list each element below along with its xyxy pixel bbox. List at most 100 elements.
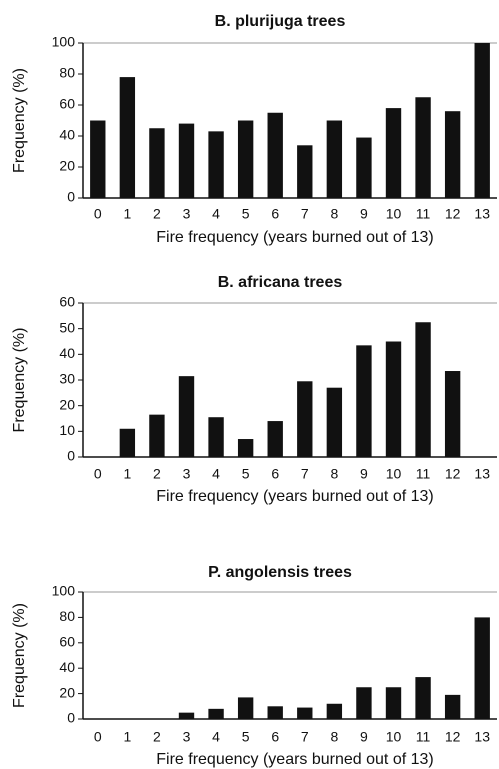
y-tick-label: 20 [59,684,75,700]
y-tick-label: 50 [59,319,75,335]
bar [415,322,431,457]
x-tick-label: 13 [474,466,490,482]
bar [237,120,254,198]
bar [444,111,461,198]
x-tick-label: 11 [416,466,431,482]
x-tick-label: 0 [94,466,102,482]
x-tick-label: 11 [416,729,431,745]
y-tick-label: 100 [52,583,76,599]
x-tick-label: 12 [445,466,461,482]
bar [178,376,195,457]
x-tick-label: 7 [301,466,309,482]
bar [119,428,136,457]
x-tick-label: 4 [212,206,220,222]
x-tick-label: 10 [386,729,402,745]
x-tick-label: 7 [301,729,309,745]
bar [267,706,283,719]
x-tick-label: 3 [183,206,191,222]
bar [267,112,283,198]
x-tick-label: 8 [330,206,338,222]
bar [178,123,195,198]
y-tick-label: 20 [59,396,75,412]
y-tick-label: 80 [59,608,75,624]
bar [356,687,372,719]
bar [297,381,313,457]
y-tick-label: 40 [59,345,75,361]
bar [267,421,283,457]
x-tick-label: 4 [212,466,220,482]
bar [119,77,136,198]
y-tick-label: 80 [59,65,75,81]
x-tick-label: 13 [474,729,490,745]
x-tick-label: 9 [360,729,368,745]
y-tick-label: 40 [59,127,75,143]
x-axis-title: Fire frequency (years burned out of 13) [156,488,433,505]
x-tick-label: 4 [212,729,220,745]
x-tick-label: 1 [123,466,131,482]
x-axis-title: Fire frequency (years burned out of 13) [156,751,433,768]
bar [415,677,431,719]
bar [208,131,224,198]
bar [415,97,431,198]
y-tick-label: 100 [52,34,76,50]
bar [208,708,224,719]
x-tick-label: 7 [301,206,309,222]
y-tick-label: 60 [59,634,75,650]
x-tick-label: 12 [445,206,461,222]
chart-title: P. angolensis trees [208,564,352,581]
x-tick-label: 6 [271,466,279,482]
x-tick-label: 5 [242,466,250,482]
y-axis-title: Frequency (%) [11,328,28,433]
bar [444,371,461,457]
y-tick-label: 0 [67,189,75,205]
chart-title: B. plurijuga trees [215,13,346,30]
bar [444,694,461,719]
bar [385,108,402,198]
bar [385,687,402,719]
bar [237,439,254,457]
y-tick-label: 60 [59,294,75,310]
x-tick-label: 8 [330,729,338,745]
y-tick-label: 0 [67,448,75,464]
y-tick-label: 30 [59,371,75,387]
x-tick-label: 2 [153,466,161,482]
bar [356,345,372,457]
x-tick-label: 2 [153,206,161,222]
bar [297,145,313,198]
x-tick-label: 5 [242,206,250,222]
bar [326,120,343,198]
x-axis-title: Fire frequency (years burned out of 13) [156,229,433,246]
chart-title: B. africana trees [218,274,343,291]
y-axis-title: Frequency (%) [11,603,28,708]
y-tick-label: 10 [59,422,75,438]
bar [149,128,165,198]
x-tick-label: 6 [271,206,279,222]
x-tick-label: 1 [123,729,131,745]
bar [474,617,490,719]
bar [326,387,343,457]
bar [237,697,254,719]
bar [178,712,195,719]
x-tick-label: 9 [360,206,368,222]
y-tick-label: 20 [59,158,75,174]
x-tick-label: 2 [153,729,161,745]
bar [326,703,343,719]
x-tick-label: 8 [330,466,338,482]
bar [149,414,165,457]
bar [474,43,490,198]
x-tick-label: 9 [360,466,368,482]
bar [90,120,106,198]
x-tick-label: 12 [445,729,461,745]
x-tick-label: 0 [94,206,102,222]
bar [356,137,372,198]
bar [297,707,313,719]
x-tick-label: 10 [386,206,402,222]
x-tick-label: 10 [386,466,402,482]
x-tick-label: 6 [271,729,279,745]
x-tick-label: 11 [416,206,431,222]
x-tick-label: 3 [183,729,191,745]
y-axis-title: Frequency (%) [11,68,28,173]
bar [385,341,402,457]
y-tick-label: 60 [59,96,75,112]
x-tick-label: 0 [94,729,102,745]
